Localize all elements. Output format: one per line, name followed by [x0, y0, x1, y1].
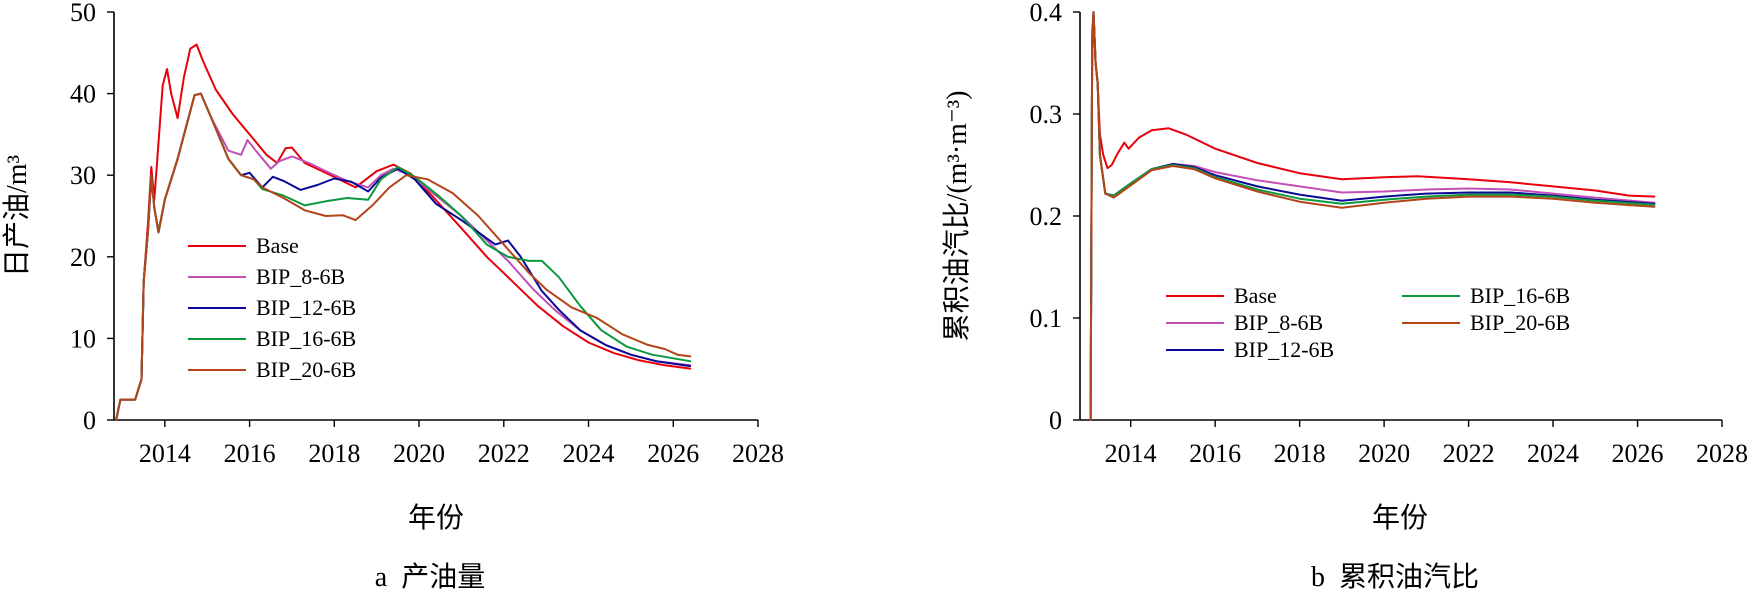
chart-b-series-line-base — [1089, 11, 1656, 421]
chart-a-xtick-label: 2016 — [224, 439, 276, 468]
chart-a-xtick-label: 2022 — [478, 439, 530, 468]
chart-a: 2014 2016 2018 2020 2022 2024 2026 2028 0 10 20 30 4… — [1, 0, 784, 592]
chart-b-legend-label: BIP_12-6B — [1234, 337, 1334, 362]
chart-b-xlabel: 年份 — [1372, 502, 1428, 534]
chart-a-legend-label: BIP_20-6B — [256, 357, 356, 382]
chart-a-series-line-bip-8-6b — [115, 92, 692, 421]
chart-a-legend-label: BIP_8-6B — [256, 264, 345, 289]
chart-a-xtick-label: 2026 — [647, 439, 699, 468]
chart-a-xtick-label: 2028 — [732, 439, 784, 468]
chart-b-xtick-label: 2026 — [1612, 439, 1664, 468]
chart-a-ytick-label: 10 — [70, 324, 96, 353]
chart-a-legend-label: BIP_16-6B — [256, 326, 356, 351]
chart-a-ytick-label: 0 — [83, 406, 96, 435]
chart-b-xtick-label: 2022 — [1443, 439, 1495, 468]
chart-b-ytick-label: 0.2 — [1030, 202, 1063, 231]
chart-a-xtick-label: 2018 — [308, 439, 360, 468]
chart-b-legend-label: BIP_20-6B — [1470, 310, 1570, 335]
chart-b: 2014 2016 2018 2020 2022 2024 2026 2028 0 0.1 0.2 0… — [941, 0, 1748, 592]
chart-b-ytick-label: 0.4 — [1030, 0, 1063, 27]
chart-a-xtick-label: 2020 — [393, 439, 445, 468]
chart-a-series-line-bip-20-6b — [115, 92, 692, 421]
chart-b-ylabel: 累积油汽比/(m³·m⁻³) — [941, 91, 973, 342]
chart-b-caption: b 累积油汽比 — [1311, 561, 1479, 592]
chart-b-ytick-label: 0.3 — [1030, 100, 1063, 129]
chart-b-series-line-bip-16-6b — [1089, 11, 1656, 421]
chart-a-ytick-label: 20 — [70, 243, 96, 272]
chart-a-caption: a 产油量 — [375, 561, 485, 592]
chart-b-legend-label: BIP_8-6B — [1234, 310, 1323, 335]
chart-a-ytick-label: 50 — [70, 0, 96, 27]
chart-b-xtick-label: 2024 — [1527, 439, 1579, 468]
chart-b-xtick-label: 2016 — [1189, 439, 1241, 468]
chart-b-xtick-label: 2014 — [1105, 439, 1157, 468]
chart-a-ytick-label: 30 — [70, 161, 96, 190]
chart-b-xtick-label: 2020 — [1358, 439, 1410, 468]
chart-a-xlabel: 年份 — [408, 502, 464, 534]
chart-a-series-line-base — [115, 43, 692, 421]
chart-b-legend-label: Base — [1234, 283, 1277, 308]
chart-a-series-line-bip-12-6b — [115, 92, 692, 421]
chart-a-legend-label: Base — [256, 233, 299, 258]
chart-b-series-line-bip-8-6b — [1089, 11, 1656, 421]
chart-a-xtick-label: 2014 — [139, 439, 191, 468]
chart-b-series-line-bip-20-6b — [1089, 11, 1656, 421]
chart-a-ylabel: 日产油/m³ — [1, 155, 33, 277]
chart-a-legend-label: BIP_12-6B — [256, 295, 356, 320]
chart-b-xtick-label: 2018 — [1274, 439, 1326, 468]
chart-a-ytick-label: 40 — [70, 80, 96, 109]
chart-b-xtick-label: 2028 — [1696, 439, 1748, 468]
chart-b-ytick-label: 0 — [1049, 406, 1062, 435]
chart-b-legend-label: BIP_16-6B — [1470, 283, 1570, 308]
chart-b-series-line-bip-12-6b — [1089, 11, 1656, 421]
chart-a-series-line-bip-16-6b — [115, 92, 692, 421]
chart-a-xtick-label: 2024 — [563, 439, 615, 468]
chart-b-ytick-label: 0.1 — [1030, 304, 1063, 333]
